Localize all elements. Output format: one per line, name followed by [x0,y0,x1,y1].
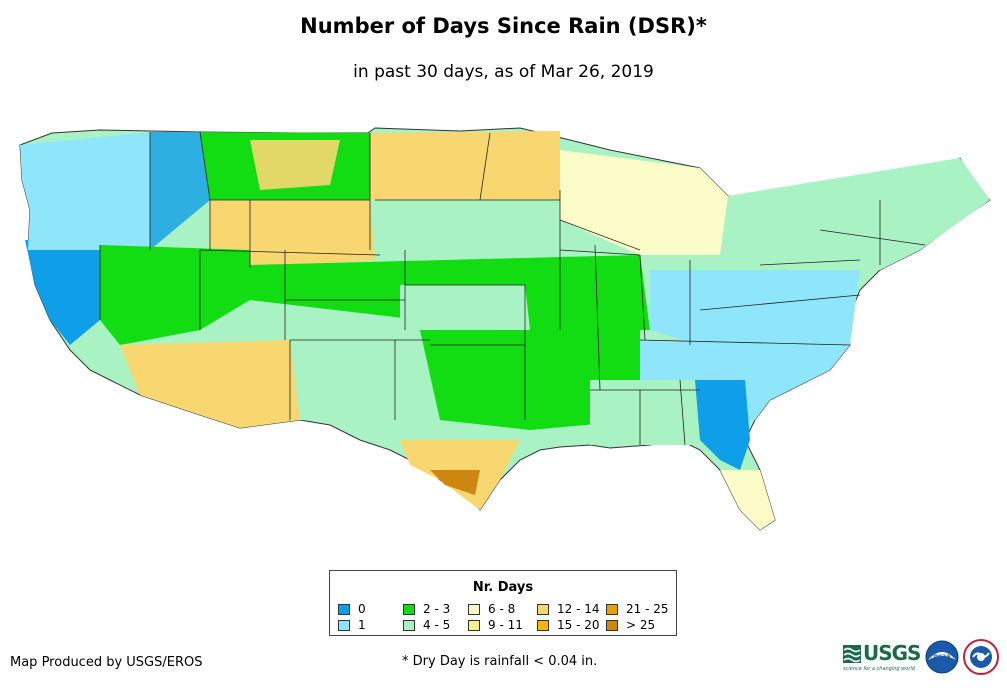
region-west-coast-wet [25,240,100,345]
region-north-florida-wet [695,380,750,470]
region-northeast [728,158,990,270]
nws-logo [963,639,999,675]
legend-swatch-4-5 [403,619,415,631]
usgs-logo-text: USGS [863,641,921,665]
usgs-waves-icon [843,645,861,663]
legend-item-1: 1 [338,618,366,632]
legend-label-1: 1 [358,618,366,632]
usgs-logo: USGS science for a changing world [843,641,921,677]
legend-swatch-2-3 [403,603,415,615]
map-credit: Map Produced by USGS/EROS [10,655,203,670]
legend-label-0: 0 [358,602,366,616]
legend-item-over-25: > 25 [606,618,655,632]
legend-item-2-3: 2 - 3 [403,602,450,616]
region-new-mexico [290,340,395,420]
legend-label-21-25: 21 - 25 [626,602,669,616]
legend-label-12-14: 12 - 14 [557,602,600,616]
legend-swatch-6-8 [468,603,480,615]
legend-label-6-8: 6 - 8 [488,602,516,616]
legend-label-15-20: 15 - 20 [557,618,600,632]
region-gulf-states [590,380,700,445]
legend-item-12-14: 12 - 14 [537,602,600,616]
legend-item-21-25: 21 - 25 [606,602,669,616]
legend-item-4-5: 4 - 5 [403,618,450,632]
legend-label-4-5: 4 - 5 [423,618,451,632]
usgs-logo-tagline: science for a changing world [843,666,915,672]
legend-swatch-over-25 [606,619,618,631]
legend-label-2-3: 2 - 3 [423,602,451,616]
legend-title: Nr. Days [472,580,534,595]
legend-swatch-21-25 [606,603,618,615]
legend-item-0: 0 [338,602,366,616]
region-southwest-dry [120,340,300,428]
legend-swatch-0 [338,603,350,615]
region-great-basin [100,245,250,345]
map-title: Number of Days Since Rain (DSR)* [300,14,707,38]
region-montana-dry [250,140,340,190]
noaa-logo: noaa [925,640,959,674]
map-subtitle: in past 30 days, as of Mar 26, 2019 [353,62,654,82]
legend-swatch-1 [338,619,350,631]
svg-text:noaa: noaa [934,653,951,660]
legend-item-9-11: 9 - 11 [468,618,523,632]
legend-swatch-15-20 [537,619,549,631]
region-kansas-light [400,285,530,330]
legend-item-15-20: 15 - 20 [537,618,600,632]
region-south-florida-dry [720,470,775,530]
legend-swatch-9-11 [468,619,480,631]
region-ohio-valley [650,270,860,345]
legend-item-6-8: 6 - 8 [468,602,515,616]
dry-day-footnote: * Dry Day is rainfall < 0.04 in. [402,654,598,669]
legend-label-over-25: > 25 [626,618,656,632]
legend-swatch-12-14 [537,603,549,615]
legend: Nr. Days 0 1 2 - 3 4 - 5 6 - 8 9 - 11 12… [329,570,677,636]
state-boundaries [99,131,926,446]
region-idaho [150,132,210,250]
region-wyoming [210,200,375,268]
region-oklahoma-arkansas [420,330,640,430]
region-northwest [20,132,150,250]
region-great-lakes-dry [560,150,728,255]
legend-label-9-11: 9 - 11 [488,618,523,632]
region-south-texas-driest [430,470,480,495]
region-north-plains-dry [370,131,560,200]
